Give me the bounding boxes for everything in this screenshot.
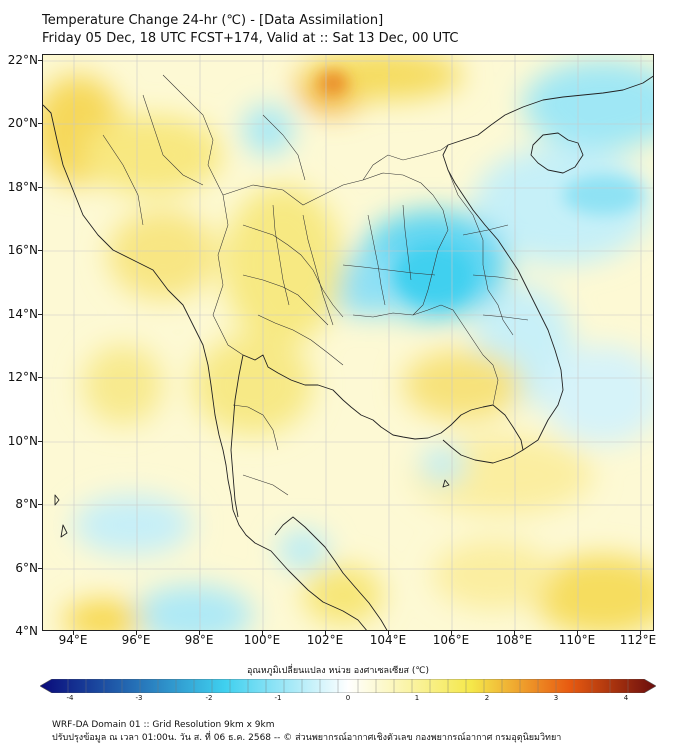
lat-tick	[38, 250, 42, 251]
mekong-delta	[442, 404, 524, 464]
province-1	[242, 224, 344, 318]
lon-label-94e: 94°E	[58, 633, 88, 647]
island-2	[60, 524, 68, 538]
province-15	[472, 274, 519, 281]
border-cambodia	[352, 304, 499, 406]
lat-tick	[38, 187, 42, 188]
border-laos-thailand	[222, 172, 449, 316]
footer-resolution: WRF-DA Domain 01 :: Grid Resolution 9km …	[52, 720, 275, 730]
colorbar-title: อุณหภูมิเปลี่ยนแปลง หน่วย องศาเซลเซียส (…	[246, 666, 430, 676]
colorbar-tick-label: 1	[414, 694, 420, 702]
vietnam-coast	[442, 124, 564, 451]
lat-label-22n: 22°N	[7, 53, 38, 67]
province-7	[402, 204, 412, 281]
colorbar-tick-label: -2	[205, 694, 213, 702]
province-9	[232, 404, 279, 451]
colorbar-tick-label: 3	[553, 694, 559, 702]
province-4	[272, 204, 290, 306]
lon-label-110e: 110°E	[558, 633, 596, 647]
province-11	[142, 94, 204, 186]
colorbar-bar	[40, 679, 656, 693]
lat-tick	[38, 123, 42, 124]
temperature-change-map	[42, 54, 654, 631]
colorbar-tick-label: 0	[345, 694, 351, 702]
colorbar-tick-label: -4	[66, 694, 74, 702]
province-14	[462, 224, 509, 236]
lon-tick	[199, 631, 200, 635]
lon-label-108e: 108°E	[495, 633, 533, 647]
border-laos-china	[362, 144, 449, 181]
lat-label-6n: 6°N	[15, 561, 38, 575]
colorbar	[40, 679, 656, 693]
lon-tick	[514, 631, 515, 635]
province-12	[102, 134, 144, 226]
province-5	[302, 214, 334, 326]
lon-tick	[262, 631, 263, 635]
lat-tick	[38, 504, 42, 505]
lat-tick	[38, 377, 42, 378]
colorbar-tick-label: -3	[135, 694, 143, 702]
china-coast	[490, 75, 653, 126]
myanmar-coast	[43, 104, 234, 511]
footer-credit: ปรับปรุงข้อมูล ณ เวลา 01:00น. วัน ส. ที่…	[52, 733, 562, 743]
province-13	[262, 114, 306, 181]
map-subtitle: Friday 05 Dec, 18 UTC FCST+174, Valid at…	[42, 31, 459, 46]
lon-label-96e: 96°E	[121, 633, 151, 647]
lon-label-100e: 100°E	[243, 633, 281, 647]
peninsula-west	[230, 354, 244, 518]
lon-tick	[577, 631, 578, 635]
lon-tick	[388, 631, 389, 635]
coastlines	[43, 75, 653, 630]
colorbar-tick-label: 2	[484, 694, 490, 702]
province-2	[242, 274, 329, 326]
lon-tick	[325, 631, 326, 635]
malay-east-coast	[274, 516, 388, 630]
admin-borders	[102, 74, 529, 496]
lon-label-106e: 106°E	[432, 633, 470, 647]
province-10	[242, 474, 289, 496]
graticule	[43, 55, 653, 630]
lat-tick	[38, 314, 42, 315]
lon-label-98e: 98°E	[184, 633, 214, 647]
lon-label-104e: 104°E	[369, 633, 407, 647]
lat-label-8n: 8°N	[15, 497, 38, 511]
temperature-field	[43, 55, 653, 630]
lat-tick	[38, 568, 42, 569]
lon-tick	[640, 631, 641, 635]
lat-label-10n: 10°N	[7, 434, 38, 448]
lat-label-18n: 18°N	[7, 180, 38, 194]
lon-tick	[451, 631, 452, 635]
province-16	[482, 314, 529, 321]
colorbar-tick-label: -1	[274, 694, 282, 702]
lat-label-20n: 20°N	[7, 116, 38, 130]
island-1	[54, 494, 60, 506]
lon-tick	[73, 631, 74, 635]
map-title: Temperature Change 24-hr (℃) - [Data Ass…	[42, 13, 384, 28]
lon-label-112e: 112°E	[619, 633, 657, 647]
province-8	[342, 264, 436, 276]
malay-west-coast	[232, 509, 367, 630]
hainan-island	[530, 132, 584, 174]
lon-label-102e: 102°E	[306, 633, 344, 647]
lat-tick	[38, 441, 42, 442]
colorbar-tick-label: 4	[623, 694, 629, 702]
province-6	[367, 214, 386, 306]
province-3	[257, 314, 344, 366]
lat-label-12n: 12°N	[7, 370, 38, 384]
border-myanmar-thailand	[162, 74, 244, 356]
colorbar-segments	[67, 679, 629, 693]
lat-label-14n: 14°N	[7, 307, 38, 321]
map-canvas	[43, 55, 653, 630]
lat-tick	[38, 60, 42, 61]
border-vietnam-laos	[447, 169, 514, 336]
gulf-of-thailand-coast	[242, 354, 494, 440]
lon-tick	[136, 631, 137, 635]
lat-label-4n: 4°N	[15, 624, 38, 638]
lat-label-16n: 16°N	[7, 243, 38, 257]
island-3	[442, 479, 450, 488]
